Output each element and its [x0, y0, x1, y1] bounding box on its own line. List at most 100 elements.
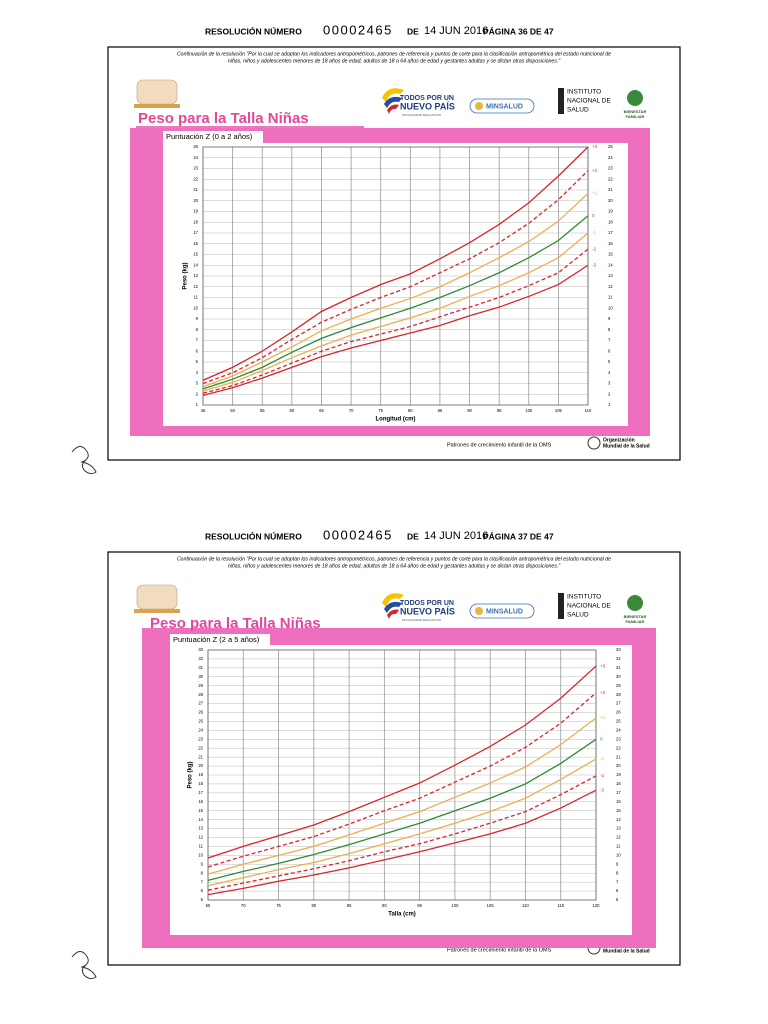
series-label: -3	[600, 787, 604, 792]
x-tick-label: 45	[201, 408, 206, 413]
y-tick-label-right: 21	[608, 187, 613, 192]
y-tick-label: 12	[193, 284, 198, 289]
chart-subtitle: Puntuación Z (2 a 5 años)	[173, 635, 260, 644]
x-tick-label: 55	[260, 408, 265, 413]
y-tick-label-right: 29	[616, 683, 621, 688]
y-tick-label-right: 25	[608, 144, 613, 149]
x-tick-label: 65	[206, 903, 211, 908]
y-tick-label-right: 8	[616, 870, 619, 875]
y-tick-label: 6	[201, 888, 204, 893]
x-tick-label: 80	[408, 408, 413, 413]
x-tick-label: 50	[230, 408, 235, 413]
y-tick-label: 5	[201, 897, 204, 902]
y-tick-label: 22	[193, 176, 198, 181]
y-tick-label-right: 12	[608, 284, 613, 289]
scale-icon	[134, 609, 180, 613]
y-tick-label: 23	[193, 166, 198, 171]
z-score-line	[202, 248, 589, 394]
series-label: 0	[592, 213, 595, 218]
colombia-flag-red	[387, 609, 399, 619]
header-page: PÁGINA 37 DE 47	[483, 531, 554, 541]
y-tick-label: 5	[196, 359, 199, 364]
icbf-mark	[627, 595, 643, 611]
x-tick-label: 85	[347, 903, 352, 908]
y-tick-label-right: 6	[616, 888, 619, 893]
y-tick-label: 2	[196, 391, 199, 396]
logo-nuevo: NUEVO PAÍS	[400, 101, 455, 111]
header-number: 00002465	[323, 527, 393, 542]
chart: Peso para la Talla Niñas Puntuación Z (2 …	[142, 615, 656, 948]
z-score-line	[202, 146, 589, 381]
z-score-line	[202, 215, 589, 390]
y-tick-label-right: 17	[608, 230, 613, 235]
signature	[71, 951, 97, 980]
x-tick-label: 100	[525, 408, 533, 413]
y-axis-label: Peso (kg)	[183, 262, 189, 289]
note-line: niñas, niños y adolescentes menores de 1…	[228, 563, 561, 569]
y-tick-label-right: 28	[616, 692, 621, 697]
y-tick-label: 8	[201, 870, 204, 875]
ins-mark	[558, 593, 564, 619]
chart-title: Peso para la Talla Niñas	[150, 615, 321, 632]
y-tick-label: 15	[198, 808, 203, 813]
y-tick-label-right: 26	[616, 710, 621, 715]
y-tick-label-right: 16	[608, 241, 613, 246]
logo-todos: TODOS POR UN	[400, 600, 454, 607]
y-tick-label: 19	[198, 772, 203, 777]
y-tick-label-right: 33	[616, 647, 621, 652]
y-tick-label: 25	[193, 144, 198, 149]
y-tick-label: 12	[198, 835, 203, 840]
y-tick-label: 30	[198, 674, 203, 679]
baby-icon	[136, 584, 178, 610]
x-tick-label: 90	[382, 903, 387, 908]
note-line: niñas, niños y adolescentes menores de 1…	[228, 58, 561, 64]
y-tick-label-right: 18	[616, 781, 621, 786]
y-tick-label: 24	[193, 155, 198, 160]
y-tick-label: 25	[198, 719, 203, 724]
x-tick-label: 110	[522, 903, 529, 908]
y-tick-label: 20	[193, 198, 198, 203]
z-score-line	[202, 170, 589, 385]
series-label: +3	[592, 144, 598, 149]
y-tick-label-right: 20	[608, 198, 613, 203]
series-label: -2	[592, 246, 596, 251]
who-text: Mundial de la Salud	[603, 443, 650, 449]
header-label: RESOLUCIÓN NÚMERO	[205, 25, 302, 36]
y-tick-label-right: 20	[616, 763, 621, 768]
y-tick-label: 10	[193, 305, 198, 310]
logo-ins: INSTITUTO	[567, 89, 601, 96]
y-tick-label: 20	[198, 763, 203, 768]
x-tick-label: 60	[290, 408, 295, 413]
y-tick-label: 32	[198, 656, 203, 661]
y-tick-label-right: 7	[616, 879, 619, 884]
series-label: -2	[600, 773, 604, 778]
header-number: 00002465	[323, 22, 393, 37]
header-label: RESOLUCIÓN NÚMERO	[205, 530, 302, 541]
y-tick-label: 22	[198, 745, 203, 750]
colombia-flag	[382, 88, 404, 102]
series-label: +1	[600, 715, 606, 720]
y-tick-label: 29	[198, 683, 203, 688]
y-tick-label-right: 25	[616, 719, 621, 724]
scale-icon	[134, 104, 180, 108]
source: Patrones de crecimiento infantil de la O…	[447, 442, 552, 448]
logo-icbf: BIENESTAR	[624, 614, 647, 619]
series-label: 0	[600, 736, 603, 741]
y-tick-label: 13	[193, 273, 198, 278]
y-tick-label-right: 10	[608, 305, 613, 310]
x-tick-label: 105	[555, 408, 563, 413]
z-score-line	[207, 665, 597, 859]
logo-ins: SALUD	[567, 612, 589, 619]
y-tick-label-right: 2	[608, 391, 611, 396]
colombia-flag	[382, 593, 404, 607]
page-section: RESOLUCIÓN NÚMERO 00002465 DE 14 JUN 2016PÁ…	[71, 22, 681, 475]
y-tick-label: 18	[198, 781, 203, 786]
logo-ins: NACIONAL DE	[567, 98, 611, 105]
y-tick-label: 11	[194, 295, 199, 300]
x-tick-label: 80	[311, 903, 316, 908]
y-tick-label-right: 7	[608, 338, 611, 343]
y-tick-label: 11	[199, 844, 204, 849]
page-frame	[107, 551, 681, 966]
y-tick-label: 3	[196, 381, 199, 386]
